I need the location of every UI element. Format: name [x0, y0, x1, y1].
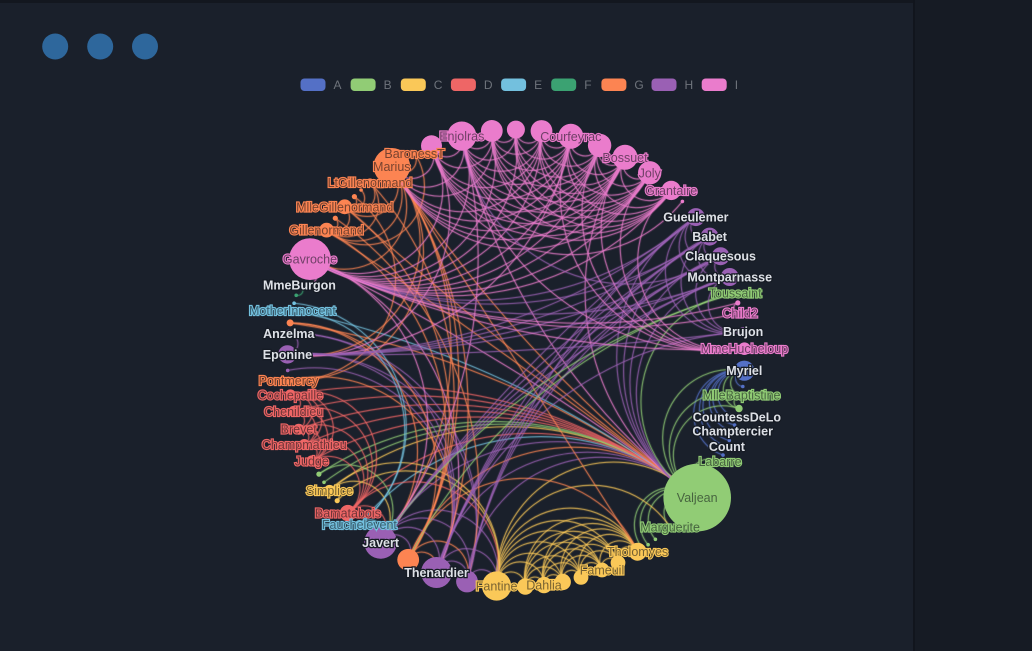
svg-text:Toussaint: Toussaint: [709, 287, 762, 301]
svg-text:Chenildieu: Chenildieu: [264, 405, 323, 419]
svg-text:Myriel: Myriel: [726, 364, 762, 378]
svg-text:F: F: [584, 78, 591, 92]
svg-text:Brujon: Brujon: [723, 325, 763, 339]
svg-text:Marius: Marius: [373, 160, 411, 174]
svg-text:Javert: Javert: [362, 536, 400, 550]
svg-text:Child2: Child2: [722, 307, 757, 321]
svg-text:G: G: [634, 78, 643, 92]
svg-text:MmeBurgon: MmeBurgon: [263, 279, 336, 293]
svg-text:Grantaire: Grantaire: [645, 184, 697, 198]
svg-text:Claquesous: Claquesous: [685, 250, 756, 264]
svg-text:Cochepaille: Cochepaille: [258, 388, 323, 402]
svg-text:MlleGillenormand: MlleGillenormand: [296, 200, 393, 214]
svg-text:MmeHucheloup: MmeHucheloup: [701, 342, 789, 356]
svg-text:E: E: [534, 78, 542, 92]
svg-text:MlleBaptistine: MlleBaptistine: [703, 389, 781, 403]
svg-text:A: A: [334, 78, 342, 92]
svg-text:Simplice: Simplice: [306, 484, 353, 498]
svg-text:Eponine: Eponine: [263, 348, 312, 362]
svg-text:Enjolras: Enjolras: [439, 130, 484, 144]
svg-text:Anzelma: Anzelma: [263, 327, 315, 341]
svg-text:Count: Count: [709, 440, 746, 454]
svg-text:D: D: [484, 78, 493, 92]
svg-text:BaronessT: BaronessT: [384, 147, 445, 161]
svg-text:Fameuil: Fameuil: [580, 564, 624, 578]
svg-text:Bossuet: Bossuet: [602, 151, 648, 165]
svg-text:LtGillenormand: LtGillenormand: [328, 176, 413, 190]
svg-text:Marguerite: Marguerite: [640, 521, 700, 535]
svg-text:Tholomyes: Tholomyes: [607, 545, 668, 559]
svg-text:Dahlia: Dahlia: [526, 579, 561, 593]
svg-text:Bamatabois: Bamatabois: [315, 507, 381, 521]
svg-text:Brevet: Brevet: [281, 423, 318, 437]
svg-text:Judge: Judge: [295, 454, 329, 468]
svg-text:CountessDeLo: CountessDeLo: [693, 411, 782, 425]
svg-text:C: C: [434, 78, 443, 92]
svg-text:Joly: Joly: [639, 166, 662, 180]
svg-text:B: B: [384, 78, 392, 92]
svg-text:Gillenormand: Gillenormand: [289, 224, 363, 238]
svg-text:Thenardier: Thenardier: [404, 566, 469, 580]
svg-text:Babet: Babet: [692, 230, 728, 244]
svg-text:Gueulemer: Gueulemer: [663, 211, 728, 225]
svg-text:Montparnasse: Montparnasse: [687, 271, 772, 285]
svg-text:Labarre: Labarre: [698, 455, 741, 469]
svg-text:Pontmercy: Pontmercy: [259, 374, 319, 388]
svg-text:Champtercier: Champtercier: [692, 425, 773, 439]
svg-text:Gavroche: Gavroche: [283, 253, 337, 267]
svg-text:MotherInnocent: MotherInnocent: [249, 304, 336, 318]
svg-text:Fantine: Fantine: [476, 580, 518, 594]
svg-text:Courfeyrac: Courfeyrac: [540, 130, 601, 144]
svg-text:I: I: [735, 78, 738, 92]
svg-text:H: H: [685, 78, 694, 92]
svg-text:Valjean: Valjean: [677, 491, 718, 505]
svg-text:Fauchelevent: Fauchelevent: [322, 518, 398, 532]
svg-text:Champmathieu: Champmathieu: [262, 438, 347, 452]
